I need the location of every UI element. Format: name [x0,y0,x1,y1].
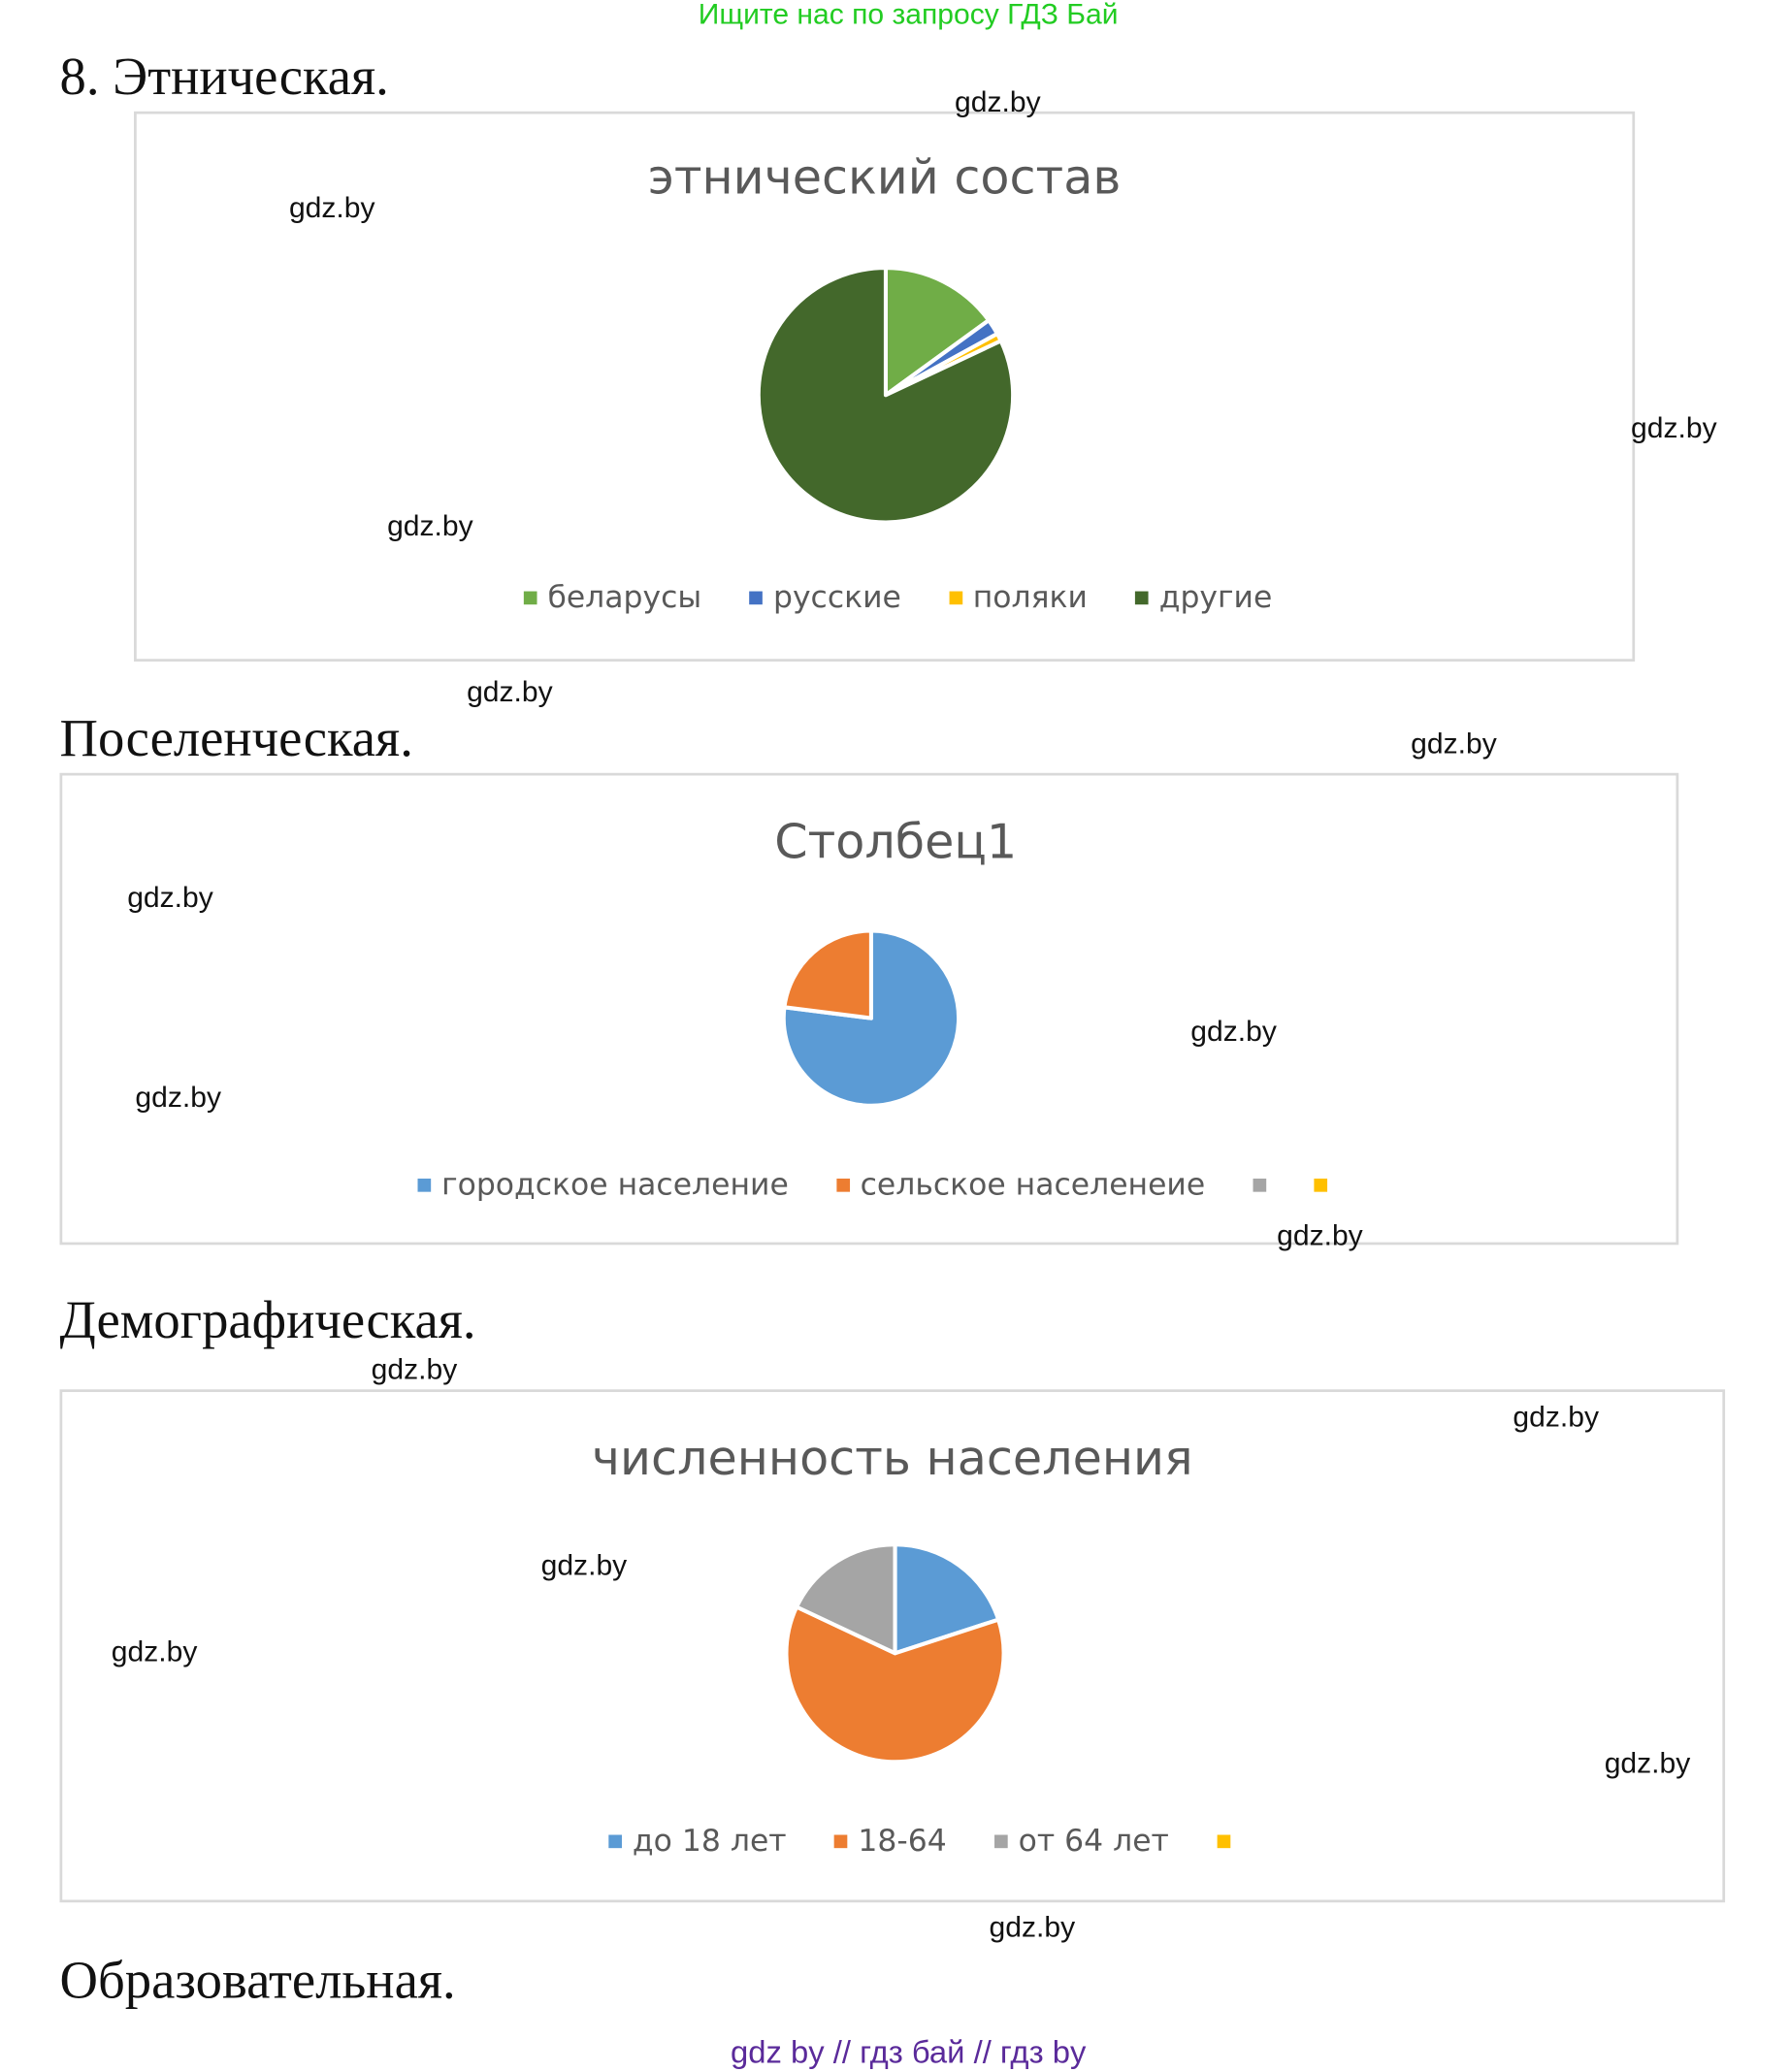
legend-label: поляки [972,580,1088,616]
pie-slice-2 [795,1542,897,1656]
chart-legend: до 18 лет 18-64 от 64 лет [608,1824,1230,1860]
chart-legend: беларусы русские поляки другие [523,580,1273,616]
watermark: gdz.by [1513,1400,1600,1434]
legend-label: от 64 лет [1018,1824,1169,1860]
pie-slice-3 [756,266,1016,525]
watermark: gdz.by [111,1635,198,1668]
heading-ethnic: 8. Этническая. [59,46,389,107]
legend-item: городское население [417,1168,789,1203]
legend-swatch [1135,591,1149,605]
chart-title: численность населения [591,1432,1193,1487]
pie-slice-1 [782,928,873,1020]
heading-demographic: Демографическая. [59,1289,476,1350]
watermark: gdz.by [467,674,553,708]
watermark: gdz.by [540,1548,628,1582]
chart-legend: городское население сельское населенеие [417,1168,1327,1203]
pie-chart-ethnic [756,266,1016,525]
watermark: gdz.by [127,880,213,914]
watermark: gdz.by [1190,1014,1277,1048]
legend-swatch [949,591,962,605]
footer-links[interactable]: gdz by // гдз бай // гдз by [731,2034,1087,2071]
legend-label: городское население [441,1168,789,1203]
search-banner[interactable]: Ищите нас по запросу ГДЗ Бай [698,0,1119,31]
chart-demographic: численность населения до 18 лет 18-64 от… [59,1389,1726,1903]
pie-slice-1 [784,1604,1006,1764]
legend-item: поляки [949,580,1088,616]
legend-label: 18-64 [858,1824,947,1860]
pie-slice-0 [883,266,992,398]
legend-swatch [836,1178,850,1192]
legend-label: до 18 лет [632,1824,787,1860]
watermark: gdz.by [1411,726,1497,761]
legend-swatch [1314,1178,1327,1192]
watermark: gdz.by [135,1080,222,1115]
legend-swatch [608,1834,622,1849]
legend-swatch [523,591,537,605]
chart-settlement: Столбец1 городское население сельское на… [59,772,1679,1246]
watermark: gdz.by [371,1352,458,1386]
heading-settlement: Поселенческая. [59,707,413,768]
watermark: gdz.by [288,190,375,224]
pie-chart-settlement [781,928,961,1108]
legend-item: 18-64 [833,1824,947,1860]
chart-title: этнический состав [647,150,1122,206]
legend-swatch [749,591,764,605]
watermark: gdz.by [1631,410,1717,444]
legend-swatch [993,1834,1008,1849]
watermark: gdz.by [1277,1217,1363,1252]
legend-item: от 64 лет [993,1824,1169,1860]
legend-swatch [417,1178,432,1192]
watermark: gdz.by [387,508,473,542]
legend-item: беларусы [523,580,702,616]
legend-item: русские [749,580,901,616]
legend-label: другие [1158,580,1273,616]
watermark: gdz.by [989,1910,1076,1944]
legend-item: другие [1135,580,1273,616]
legend-item [1314,1178,1327,1192]
watermark: gdz.by [955,84,1041,118]
chart-title: Столбец1 [774,815,1018,870]
legend-label: русские [772,580,901,616]
heading-educational: Образовательная. [59,1950,456,2010]
legend-item [1253,1178,1267,1192]
legend-item: до 18 лет [608,1824,787,1860]
legend-item: сельское населенеие [836,1168,1205,1203]
legend-swatch [833,1834,848,1849]
chart-ethnic: этнический состав беларусы русские поляк… [134,111,1636,662]
pie-chart-demographic [784,1542,1006,1764]
legend-swatch [1253,1178,1267,1192]
legend-swatch [1217,1834,1230,1849]
legend-label: сельское населенеие [860,1168,1206,1203]
watermark: gdz.by [1604,1745,1691,1780]
legend-label: беларусы [547,580,702,616]
legend-item [1217,1834,1230,1849]
